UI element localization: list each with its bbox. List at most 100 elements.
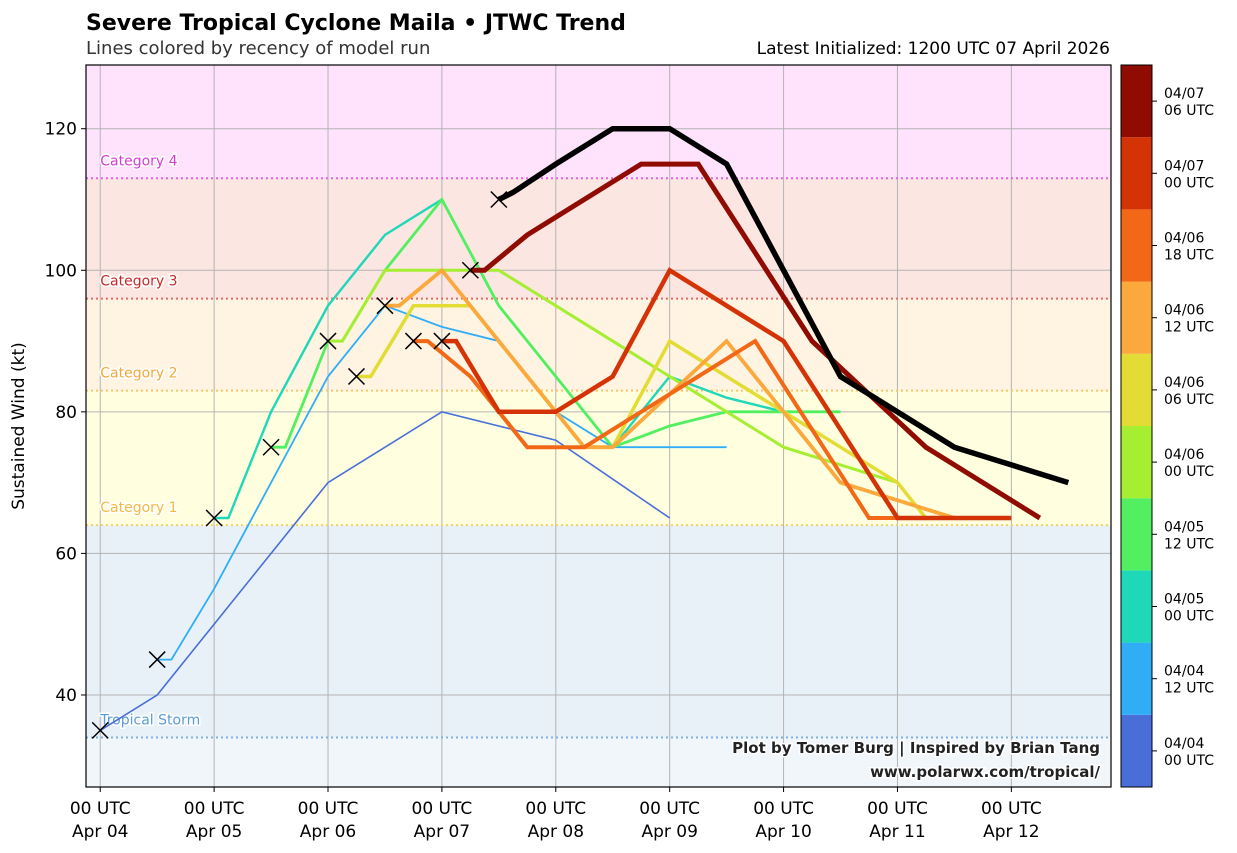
- chart-title: Severe Tropical Cyclone Maila • JTWC Tre…: [86, 11, 626, 36]
- x-marker: [91, 721, 109, 739]
- x-marker-stroke: [490, 190, 508, 209]
- colorbar-segment: [1121, 498, 1152, 571]
- x-tick-label-time: 00 UTC: [184, 799, 245, 819]
- x-marker-stroke: [319, 332, 337, 350]
- colorbar-label-time: 00 UTC: [1164, 753, 1214, 769]
- series-line: [441, 267, 1012, 521]
- colorbar-label-date: 04/07: [1164, 158, 1204, 174]
- y-tick-label: 40: [55, 686, 77, 706]
- x-marker-stroke: [148, 651, 166, 669]
- colorbar-label-time: 06 UTC: [1164, 103, 1214, 119]
- x-marker-stroke: [461, 261, 479, 279]
- colorbar-label-time: 18 UTC: [1164, 248, 1214, 264]
- colorbar-label-time: 06 UTC: [1164, 392, 1214, 408]
- plot-frame: [85, 64, 1112, 788]
- series-line: [385, 267, 955, 520]
- colorbar-label-date: 04/04: [1164, 664, 1204, 680]
- y-tick-label: 120: [45, 120, 77, 140]
- x-tick-label-date: Apr 12: [983, 822, 1039, 842]
- x-tick-label-time: 00 UTC: [412, 799, 473, 819]
- colorbar-segment: [1121, 426, 1152, 499]
- category-label: Category 4: [100, 153, 177, 169]
- colorbar-segment: [1121, 65, 1152, 138]
- x-marker-stroke: [347, 367, 366, 385]
- colorbar-label-time: 12 UTC: [1164, 681, 1214, 697]
- colorbar-label-date: 04/07: [1164, 86, 1204, 102]
- colorbar-segment: [1121, 642, 1152, 715]
- colorbar-label-date: 04/05: [1164, 592, 1204, 608]
- colorbar-label-date: 04/06: [1164, 375, 1204, 391]
- x-marker: [262, 438, 280, 456]
- x-marker: [347, 367, 366, 385]
- x-axis-ticks: 00 UTC Apr 04 00 UTC Apr 05 00 UTC Apr 06 00 U…: [70, 787, 1042, 842]
- x-tick-label-date: Apr 07: [414, 822, 470, 842]
- colorbar-label-date: 04/06: [1164, 447, 1204, 463]
- x-marker: [205, 509, 223, 527]
- colorbar-segment: [1121, 209, 1152, 282]
- band-below-tropical-storm: [86, 737, 1111, 787]
- colorbar-label-time: 12 UTC: [1164, 536, 1214, 552]
- band-tropical-storm: [86, 525, 1111, 738]
- x-marker-stroke: [205, 509, 223, 527]
- x-marker-stroke: [376, 297, 394, 315]
- colorbar-segment: [1121, 714, 1152, 787]
- band-category-3: [86, 178, 1111, 299]
- credit-line-2: www.polarwx.com/tropical/: [870, 763, 1100, 781]
- x-tick-label-time: 00 UTC: [981, 799, 1042, 819]
- colorbar-label-date: 04/04: [1164, 736, 1204, 752]
- colorbar-label-date: 04/05: [1164, 519, 1204, 535]
- colorbar-label-date: 04/06: [1164, 231, 1204, 247]
- x-marker: [490, 190, 508, 209]
- series-line: [497, 125, 1070, 486]
- x-marker: [461, 261, 479, 279]
- colorbar-label-time: 00 UTC: [1164, 175, 1214, 191]
- x-tick-label-date: Apr 10: [755, 822, 811, 842]
- x-tick-label-time: 00 UTC: [525, 799, 586, 819]
- category-labels: Tropical Storm Category 1 Category 2 Catego…: [98, 152, 202, 730]
- y-tick-label: 60: [55, 544, 77, 564]
- model-run-lines: [99, 125, 1070, 732]
- colorbar-frame: [1120, 64, 1153, 788]
- band-category-4: [86, 65, 1111, 179]
- x-marker-stroke: [404, 332, 422, 350]
- category-bands: [86, 65, 1111, 787]
- x-tick-label-time: 00 UTC: [298, 799, 359, 819]
- category-label: Category 3: [100, 274, 177, 290]
- colorbar-label-time: 00 UTC: [1164, 609, 1214, 625]
- y-axis-ticks: 40 60 80 100 120: [45, 120, 86, 706]
- x-marker: [433, 332, 451, 350]
- category-label: Category 1: [100, 500, 177, 516]
- credit-line-1: Plot by Tomer Burg | Inspired by Brian T…: [732, 739, 1100, 758]
- y-tick-label: 100: [45, 261, 77, 281]
- colorbar-segment: [1121, 570, 1152, 643]
- y-tick-label: 80: [55, 403, 77, 423]
- series-line: [328, 268, 898, 485]
- x-tick-label-time: 00 UTC: [639, 799, 700, 819]
- x-tick-label-time: 00 UTC: [753, 799, 814, 819]
- category-thresholds: [86, 177, 1111, 739]
- band-category-1: [86, 390, 1111, 526]
- chart-subtitle: Lines colored by recency of model run: [86, 38, 430, 59]
- x-marker: [148, 651, 166, 669]
- y-axis-label: Sustained Wind (kt): [9, 342, 29, 510]
- colorbar-segment: [1121, 137, 1152, 210]
- x-tick-label-time: 00 UTC: [70, 799, 131, 819]
- initial-markers: [91, 190, 508, 739]
- category-label: Category 2: [100, 366, 177, 382]
- colorbar-label-time: 00 UTC: [1164, 464, 1214, 480]
- latest-initialized: Latest Initialized: 1200 UTC 07 April 20…: [757, 39, 1110, 59]
- colorbar-segment: [1121, 353, 1152, 426]
- x-marker: [404, 332, 422, 350]
- colorbar-segment: [1121, 281, 1152, 354]
- x-tick-label-date: Apr 05: [186, 822, 242, 842]
- x-marker: [319, 332, 337, 350]
- x-marker-stroke: [262, 438, 280, 456]
- x-marker-stroke: [91, 721, 109, 739]
- series-line: [99, 410, 671, 732]
- colorbar-label-date: 04/06: [1164, 303, 1204, 319]
- x-tick-label-date: Apr 06: [300, 822, 356, 842]
- band-category-2: [86, 298, 1111, 391]
- series-line: [470, 161, 1042, 521]
